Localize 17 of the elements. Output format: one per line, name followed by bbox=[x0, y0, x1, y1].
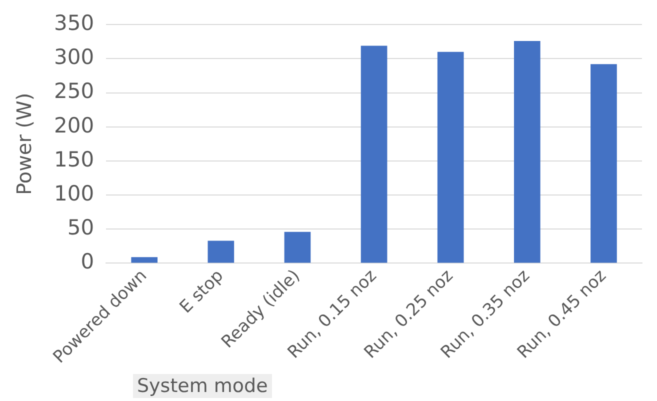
y-tick-label: 200 bbox=[54, 113, 94, 138]
bar bbox=[284, 232, 311, 263]
bar bbox=[131, 257, 158, 263]
bar bbox=[360, 46, 388, 263]
y-tick-label: 150 bbox=[54, 147, 94, 172]
y-tick-label: 250 bbox=[54, 79, 94, 104]
bar bbox=[437, 52, 464, 263]
bar bbox=[208, 240, 234, 263]
x-axis-title: System mode bbox=[133, 374, 272, 398]
bar bbox=[590, 64, 617, 263]
y-tick-label: 0 bbox=[80, 250, 94, 274]
y-axis-title: Power (W) bbox=[12, 92, 36, 196]
bar bbox=[514, 40, 540, 263]
y-tick-label: 300 bbox=[54, 45, 94, 70]
y-tick-label: 100 bbox=[54, 181, 94, 206]
y-tick-label: 350 bbox=[54, 11, 94, 36]
y-tick-label: 50 bbox=[67, 216, 94, 240]
